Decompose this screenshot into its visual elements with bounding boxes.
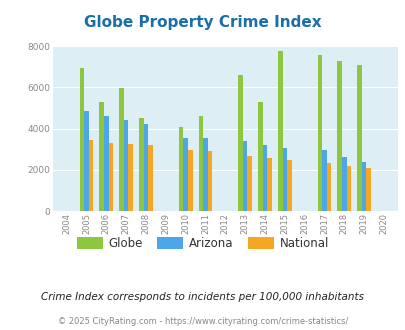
Bar: [262, 145, 266, 211]
Bar: [322, 150, 326, 211]
Bar: [258, 102, 262, 211]
Bar: [346, 166, 350, 211]
Text: Globe Property Crime Index: Globe Property Crime Index: [84, 15, 321, 30]
Bar: [124, 120, 128, 211]
Bar: [341, 156, 346, 211]
Bar: [128, 144, 133, 211]
Bar: [337, 61, 341, 211]
Bar: [89, 140, 93, 211]
Bar: [79, 68, 84, 211]
Bar: [366, 168, 370, 211]
Bar: [361, 162, 366, 211]
Bar: [207, 151, 212, 211]
Bar: [99, 102, 104, 211]
Bar: [286, 160, 291, 211]
Bar: [277, 51, 282, 211]
Bar: [282, 148, 286, 211]
Bar: [139, 118, 143, 211]
Bar: [148, 145, 152, 211]
Bar: [188, 150, 192, 211]
Bar: [326, 163, 330, 211]
Bar: [203, 138, 207, 211]
Bar: [84, 111, 89, 211]
Bar: [143, 123, 148, 211]
Bar: [198, 116, 203, 211]
Text: © 2025 CityRating.com - https://www.cityrating.com/crime-statistics/: © 2025 CityRating.com - https://www.city…: [58, 317, 347, 326]
Bar: [183, 138, 188, 211]
Bar: [247, 155, 252, 211]
Bar: [109, 143, 113, 211]
Text: Crime Index corresponds to incidents per 100,000 inhabitants: Crime Index corresponds to incidents per…: [41, 292, 364, 302]
Legend: Globe, Arizona, National: Globe, Arizona, National: [72, 232, 333, 255]
Bar: [104, 116, 109, 211]
Bar: [317, 55, 322, 211]
Bar: [266, 157, 271, 211]
Bar: [238, 75, 242, 211]
Bar: [178, 127, 183, 211]
Bar: [119, 88, 124, 211]
Bar: [242, 141, 247, 211]
Bar: [356, 65, 361, 211]
